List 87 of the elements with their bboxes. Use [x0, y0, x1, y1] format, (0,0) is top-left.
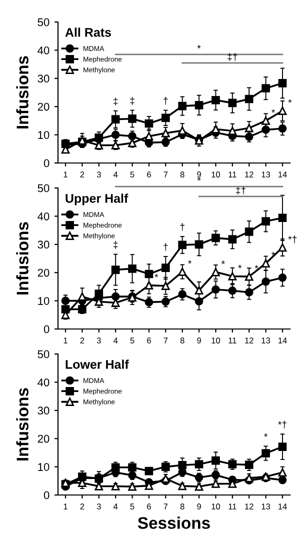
annotation: †: [180, 223, 184, 231]
x-tick-label: 12: [245, 172, 254, 178]
x-tick-label: 11: [228, 172, 236, 178]
y-tick-label: 0: [44, 159, 50, 168]
x-tick-label: 5: [130, 172, 134, 178]
y-tick-label: 0: [44, 325, 50, 334]
x-tick-label: 10: [212, 504, 220, 510]
x-tick-label: 13: [262, 172, 270, 178]
x-tick-label: 14: [278, 172, 287, 178]
annotation: *: [154, 274, 158, 278]
chart-title: Lower Half: [66, 360, 129, 369]
x-tick-label: 11: [228, 338, 236, 344]
x-tick-label: 5: [130, 338, 134, 344]
y-tick-label: 30: [38, 240, 50, 249]
x-tick-label: 7: [164, 504, 168, 510]
annotation: *: [254, 265, 258, 268]
y-tick-label: 20: [38, 102, 50, 111]
annotation: *: [238, 264, 242, 268]
x-tick-label: 2: [80, 172, 84, 178]
x-tick-label: 14: [278, 338, 287, 344]
annotation: *†: [278, 420, 286, 429]
x-tick-label: 9: [197, 504, 201, 510]
x-tick-label: 6: [147, 504, 151, 510]
y-tick-label: 30: [38, 74, 50, 83]
x-tick-label: 10: [212, 338, 220, 344]
x-tick-label: 1: [64, 172, 68, 178]
y-tick-label: 20: [38, 434, 50, 443]
chart-title: Upper Half: [66, 194, 128, 206]
annotation: *: [288, 99, 292, 103]
x-tick-label: 4: [113, 338, 118, 344]
x-tick-label: 2: [80, 504, 84, 510]
text: *: [197, 177, 201, 181]
x-tick-label: 7: [164, 338, 168, 344]
x-tick-label: 4: [113, 172, 118, 178]
y-tick-label: 50: [38, 184, 50, 192]
y-tick-label: 0: [44, 491, 50, 500]
x-tick-label: 8: [180, 172, 184, 178]
annotation: ‡: [114, 98, 118, 106]
chart-title: All Rats: [65, 28, 111, 37]
x-tick-label: 13: [262, 338, 270, 344]
x-tick-label: 9: [197, 338, 201, 344]
annotation: *†: [288, 236, 297, 244]
annotation: *: [188, 260, 192, 264]
annotation: ‡: [114, 241, 118, 249]
x-tick-label: 9: [197, 172, 201, 178]
annotation: †: [164, 97, 168, 105]
x-tick-label: 6: [147, 172, 151, 178]
x-tick-label: 7: [164, 172, 168, 178]
x-tick-label: 8: [180, 338, 184, 344]
y-axis-title: Infusions: [16, 222, 28, 294]
annotation: ‡†: [228, 53, 238, 61]
y-tick-label: 10: [38, 131, 50, 139]
annotation: ‡: [130, 97, 134, 105]
x-tick-label: 13: [262, 504, 270, 510]
y-tick-label: 30: [38, 406, 50, 415]
annotation: ‡†: [236, 186, 246, 194]
x-tick-label: 5: [130, 504, 134, 510]
y-tick-label: 40: [38, 212, 50, 220]
y-tick-label: 50: [38, 18, 50, 26]
x-tick-label: 12: [245, 504, 254, 510]
x-axis-title: Sessions: [138, 516, 210, 529]
x-tick-label: 10: [212, 172, 220, 178]
x-tick-label: 12: [245, 338, 254, 344]
x-tick-label: 11: [228, 504, 236, 510]
x-tick-label: 4: [113, 504, 118, 510]
x-tick-label: 3: [96, 172, 101, 178]
y-axis-title: Infusions: [16, 388, 28, 460]
y-tick-label: 50: [38, 350, 50, 358]
x-tick-label: 1: [64, 338, 68, 344]
x-tick-label: 14: [278, 504, 287, 510]
x-tick-label: 6: [147, 338, 151, 344]
x-tick-label: 3: [96, 338, 101, 344]
y-tick-label: 40: [38, 46, 50, 54]
y-axis-title: Infusions: [16, 56, 28, 128]
annotation: *: [272, 109, 275, 113]
annotation: *: [221, 260, 225, 264]
y-tick-label: 40: [38, 378, 50, 386]
y-tick-label: 10: [38, 463, 50, 471]
x-tick-label: 1: [64, 504, 68, 510]
annotation: †: [164, 243, 168, 251]
x-tick-label: 3: [96, 504, 101, 510]
x-tick-label: 8: [180, 504, 184, 510]
annotation: *: [197, 45, 201, 48]
y-tick-label: 10: [38, 297, 50, 305]
x-tick-label: 2: [80, 338, 84, 344]
y-tick-label: 20: [38, 268, 50, 277]
annotation: *: [264, 433, 268, 437]
